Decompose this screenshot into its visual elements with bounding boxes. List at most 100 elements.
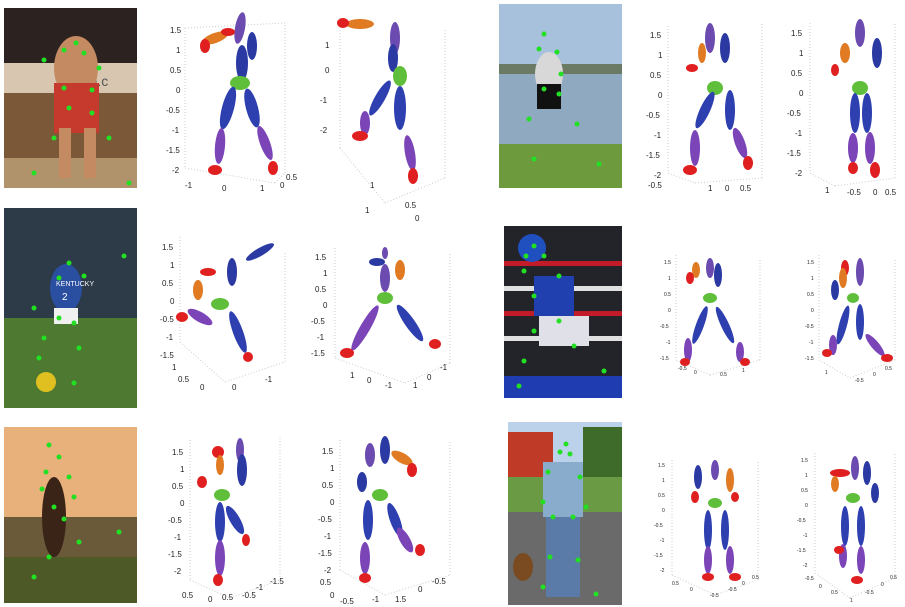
- svg-text:-2: -2: [803, 563, 808, 569]
- pose-plot-row1-a: 1.5 1 0.5 0 -0.5 -1 -1.5 -2 -1 0 1 0 0.5: [160, 8, 300, 193]
- svg-text:0.5: 0.5: [831, 590, 838, 596]
- svg-text:0: 0: [176, 86, 181, 95]
- svg-text:-1: -1: [185, 181, 193, 190]
- svg-text:-0.5: -0.5: [805, 324, 814, 330]
- svg-text:-0.5: -0.5: [865, 590, 874, 596]
- svg-text:0.5: 0.5: [405, 201, 417, 210]
- svg-text:-0.5: -0.5: [646, 111, 660, 120]
- svg-text:-2: -2: [660, 568, 665, 574]
- svg-text:0.5: 0.5: [315, 285, 327, 294]
- svg-text:1: 1: [742, 368, 745, 374]
- svg-text:1.5: 1.5: [162, 243, 174, 252]
- svg-text:1: 1: [176, 46, 181, 55]
- svg-text:0.5: 0.5: [650, 71, 662, 80]
- svg-text:1: 1: [325, 41, 330, 50]
- svg-text:-0.5: -0.5: [311, 317, 325, 326]
- svg-text:1.5: 1.5: [395, 595, 407, 604]
- svg-text:-2: -2: [324, 566, 332, 575]
- svg-text:0: 0: [881, 582, 884, 588]
- svg-text:-0.5: -0.5: [847, 188, 861, 197]
- svg-text:1: 1: [260, 184, 265, 193]
- svg-text:-0.5: -0.5: [678, 366, 687, 372]
- svg-text:0.5: 0.5: [322, 481, 334, 490]
- svg-text:1: 1: [799, 49, 804, 58]
- svg-text:0: 0: [200, 383, 205, 392]
- jersey-text: KENTUCKY: [56, 281, 94, 288]
- svg-text:0: 0: [367, 376, 372, 385]
- svg-text:-0.5: -0.5: [654, 523, 663, 529]
- svg-text:0: 0: [819, 584, 822, 590]
- svg-text:-1: -1: [166, 333, 174, 342]
- svg-text:0: 0: [690, 587, 693, 593]
- svg-text:-1.5: -1.5: [646, 151, 660, 160]
- svg-text:1: 1: [350, 371, 355, 380]
- svg-text:1: 1: [330, 464, 335, 473]
- svg-text:-1.5: -1.5: [166, 146, 180, 155]
- svg-text:1: 1: [805, 473, 808, 479]
- svg-text:1: 1: [180, 465, 185, 474]
- svg-text:1.5: 1.5: [650, 31, 662, 40]
- svg-text:-1: -1: [654, 131, 662, 140]
- svg-text:0.5: 0.5: [178, 375, 190, 384]
- svg-text:1: 1: [323, 269, 328, 278]
- svg-text:-0.5: -0.5: [797, 518, 806, 524]
- skeleton-figure: [176, 243, 274, 362]
- svg-text:1: 1: [172, 363, 177, 372]
- svg-text:0.5: 0.5: [801, 488, 808, 494]
- skeleton-figure: [822, 258, 893, 362]
- skeleton-figure: [340, 247, 441, 358]
- svg-text:0: 0: [662, 508, 665, 514]
- svg-text:0.5: 0.5: [320, 578, 332, 587]
- svg-text:-0.5: -0.5: [787, 109, 801, 118]
- svg-text:-1: -1: [803, 533, 808, 539]
- svg-text:-0.5: -0.5: [660, 324, 669, 330]
- pose-plot-row1-d: 1.5 1 0.5 0 -0.5 -1 -1.5 -2 1 -0.5 0 0.5: [785, 8, 900, 198]
- svg-text:-1: -1: [795, 129, 803, 138]
- svg-text:1: 1: [662, 478, 665, 484]
- svg-text:0.5: 0.5: [170, 66, 182, 75]
- svg-text:-0.5: -0.5: [855, 378, 864, 384]
- svg-text:-1: -1: [440, 363, 448, 372]
- svg-text:-1: -1: [256, 583, 264, 592]
- svg-text:1: 1: [658, 51, 663, 60]
- svg-text:-1: -1: [174, 533, 182, 542]
- svg-text:-1: -1: [265, 375, 273, 384]
- skeleton-figure: [831, 19, 882, 178]
- pose-plot-row3-a: 1.5 1 0.5 0 -0.5 -1 -1.5 -2 0.5 0 0.5 -0.5 -1 -1…: [160, 430, 300, 605]
- svg-text:-1: -1: [320, 96, 328, 105]
- svg-text:1.5: 1.5: [807, 260, 814, 266]
- svg-text:0.5: 0.5: [664, 292, 671, 298]
- photo-boxer-ring: [504, 226, 622, 398]
- svg-text:-0.5: -0.5: [166, 106, 180, 115]
- svg-text:0: 0: [208, 595, 213, 604]
- svg-text:1: 1: [850, 598, 853, 604]
- svg-text:1: 1: [825, 370, 828, 376]
- svg-text:-2: -2: [654, 171, 662, 180]
- svg-text:1: 1: [811, 276, 814, 282]
- svg-text:0: 0: [325, 66, 330, 75]
- svg-text:1: 1: [365, 206, 370, 215]
- svg-text:0.5: 0.5: [162, 279, 174, 288]
- svg-text:1.5: 1.5: [315, 253, 327, 262]
- svg-text:-2: -2: [174, 567, 182, 576]
- svg-text:0.5: 0.5: [222, 593, 234, 602]
- svg-text:-0.5: -0.5: [805, 576, 814, 582]
- svg-text:0: 0: [323, 301, 328, 310]
- svg-text:-1.5: -1.5: [168, 550, 182, 559]
- pose-plot-row3-c: 1.5 1 0.5 0 -0.5 -1 -1.5 -2 0.5 0 -0.5 -0.5 0 0…: [650, 455, 765, 600]
- svg-text:0.5: 0.5: [182, 591, 194, 600]
- svg-text:-1.5: -1.5: [270, 577, 284, 586]
- svg-text:-0.5: -0.5: [648, 181, 662, 190]
- svg-text:0: 0: [694, 370, 697, 376]
- skeleton-figure: [200, 12, 278, 175]
- skeleton-figure: [680, 258, 750, 366]
- svg-text:0.5: 0.5: [807, 292, 814, 298]
- svg-text:0.5: 0.5: [791, 69, 803, 78]
- svg-text:-1: -1: [660, 538, 665, 544]
- svg-text:-1: -1: [385, 381, 393, 390]
- svg-text:1.5: 1.5: [791, 29, 803, 38]
- svg-text:0: 0: [658, 91, 663, 100]
- svg-text:0: 0: [415, 214, 420, 223]
- svg-text:0.5: 0.5: [286, 173, 298, 182]
- skeleton-figure: [830, 456, 879, 584]
